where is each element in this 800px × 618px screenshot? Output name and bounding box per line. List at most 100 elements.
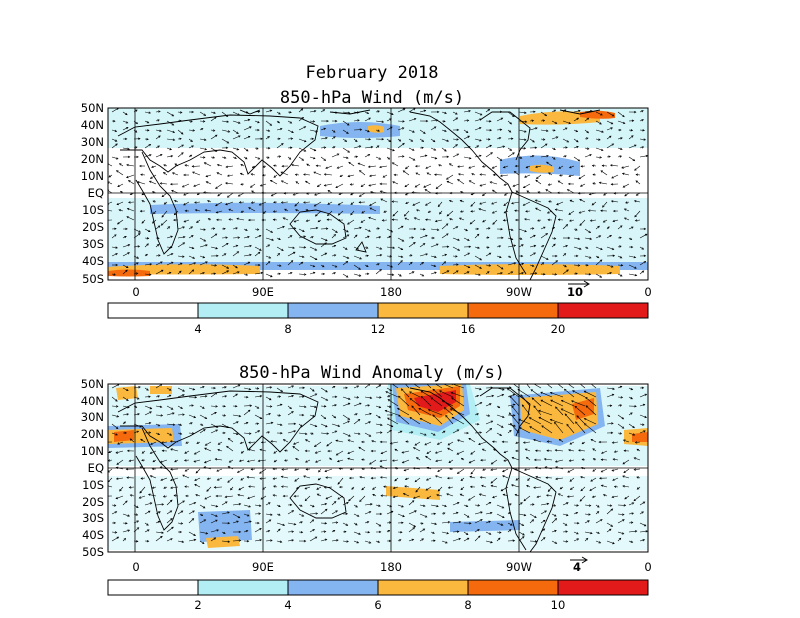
wind-arrow-head — [284, 208, 287, 212]
wind-arrow — [216, 210, 223, 213]
wind-arrow — [166, 394, 172, 398]
wind-arrow-head — [611, 247, 615, 251]
wind-arrow-head — [414, 510, 417, 513]
wind-arrow-head — [564, 264, 567, 268]
wind-arrow-head — [183, 203, 186, 206]
wind-arrow — [548, 183, 553, 186]
wind-arrow-head — [314, 248, 318, 251]
wind-arrow-head — [126, 175, 129, 179]
wind-arrow — [128, 180, 135, 185]
wind-arrow-head — [215, 246, 219, 250]
wind-arrow-head — [138, 386, 141, 389]
wind-arrow — [442, 384, 454, 389]
wind-arrow — [430, 138, 436, 143]
wind-arrow-head — [312, 529, 315, 532]
wind-arrow-head — [502, 388, 505, 391]
wind-arrow-head — [545, 129, 549, 132]
wind-arrow — [551, 513, 557, 517]
wind-arrow — [303, 174, 311, 176]
wind-arrow-head — [193, 460, 196, 463]
wind-arrow-head — [350, 212, 353, 216]
wind-arrow-head — [148, 143, 152, 147]
wind-arrow-head — [575, 254, 579, 258]
anomaly-map-panel: 50N 40N 30N 20N 10N EQ 10S 20S 30S 40S 5… — [81, 377, 652, 574]
wind-arrow — [611, 200, 619, 203]
wind-arrow-head — [226, 195, 230, 198]
wind-arrow — [166, 405, 174, 410]
wind-arrow-head — [161, 194, 165, 198]
wind-arrow-head — [293, 220, 297, 223]
wind-arrow — [397, 237, 404, 242]
wind-arrow-head — [125, 522, 128, 525]
wind-arrow-head — [236, 470, 240, 473]
wind-arrow — [195, 209, 201, 212]
wind-arrow — [215, 458, 223, 461]
wind-arrow — [584, 117, 589, 122]
wind-arrow — [368, 183, 377, 186]
wind-arrow — [149, 180, 157, 185]
wind-arrow — [304, 486, 311, 490]
wind-arrow-head — [334, 265, 338, 268]
wind-arrow-head — [600, 113, 603, 116]
wind-arrow — [287, 246, 295, 249]
wind-arrow-head — [470, 204, 473, 207]
wind-arrow — [380, 198, 388, 203]
wind-arrow-head — [194, 478, 197, 481]
wind-arrow — [595, 519, 603, 524]
wind-arrow-head — [425, 166, 428, 169]
wind-arrow-head — [465, 532, 469, 535]
wind-arrow-head — [334, 430, 338, 433]
wind-arrow-head — [603, 193, 606, 196]
wind-arrow — [155, 511, 161, 515]
wind-arrow-head — [380, 494, 383, 497]
wind-arrow — [177, 263, 183, 266]
wind-arrow-head — [170, 518, 173, 521]
wind-arrow — [320, 109, 325, 113]
wind-arrow — [210, 392, 218, 398]
wind-arrow-head — [512, 152, 515, 155]
wind-arrow-head — [411, 405, 414, 408]
wind-arrow — [298, 423, 303, 427]
wind-arrow — [529, 417, 542, 425]
wind-arrow-head — [554, 529, 557, 533]
wind-arrow-head — [456, 530, 460, 533]
wind-arrow-head — [601, 164, 605, 167]
wind-arrow-head — [502, 145, 506, 148]
wind-arrow — [339, 468, 344, 470]
wind-arrow — [283, 439, 289, 443]
wind-arrow — [320, 531, 326, 533]
wind-arrow-head — [542, 138, 546, 141]
wind-arrow — [397, 430, 403, 434]
wind-arrow — [452, 270, 459, 275]
wind-arrow-head — [333, 130, 336, 133]
wind-arrow-head — [566, 269, 569, 272]
wind-arrow-head — [123, 421, 126, 424]
wind-arrow — [298, 147, 306, 152]
wind-arrow-head — [158, 110, 161, 113]
wind-arrow — [347, 174, 355, 177]
wind-arrow-head — [425, 253, 429, 256]
wind-arrow — [342, 396, 351, 400]
wind-arrow — [397, 513, 405, 517]
wind-arrow-head — [643, 227, 647, 231]
wind-arrow-head — [434, 173, 437, 176]
wind-arrow — [555, 449, 564, 452]
wind-arrow-head — [610, 127, 613, 130]
wind-arrow — [122, 269, 128, 275]
wind-arrow — [622, 183, 630, 188]
wind-arrow — [353, 273, 361, 277]
wind-arrow-head — [236, 217, 239, 221]
wind-arrow-head — [521, 244, 524, 247]
wind-arrow — [144, 411, 152, 416]
wind-arrow — [210, 129, 215, 132]
wind-arrow — [550, 392, 564, 398]
wind-arrow-head — [642, 129, 645, 132]
wind-arrow — [512, 384, 520, 389]
wind-arrow — [250, 183, 256, 188]
wind-arrow-head — [555, 254, 558, 258]
wind-arrow — [298, 255, 305, 258]
wind-arrow-head — [552, 226, 556, 230]
wind-arrow-head — [600, 148, 604, 151]
wind-arrow-head — [490, 540, 493, 544]
wind-arrow-head — [499, 433, 503, 436]
